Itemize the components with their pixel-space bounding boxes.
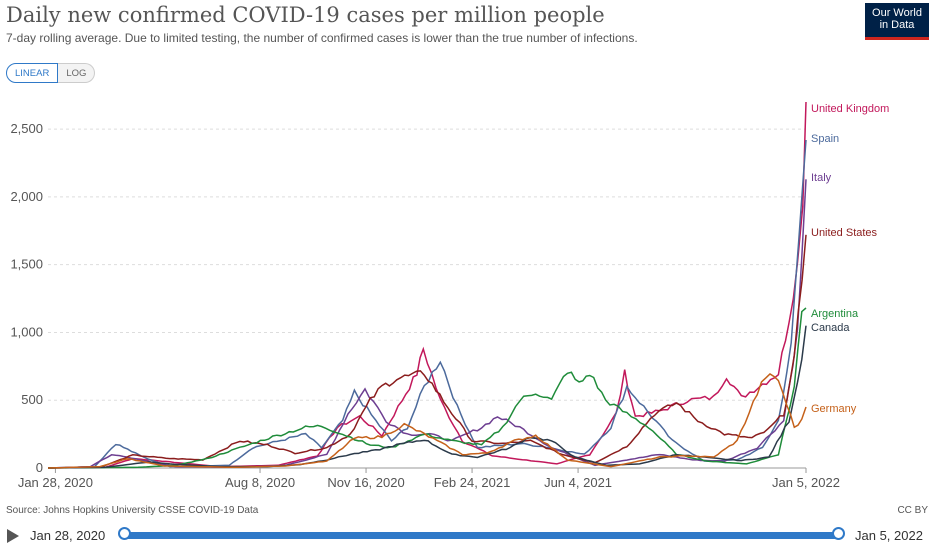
- source-note: Source: Johns Hopkins University CSSE CO…: [6, 505, 259, 516]
- timeline-end-label: Jan 5, 2022: [855, 528, 923, 543]
- log-button[interactable]: LOG: [58, 63, 96, 83]
- y-tick-label: 2,500: [10, 121, 43, 136]
- license-label[interactable]: CC BY: [897, 505, 928, 516]
- y-tick-label: 0: [36, 460, 43, 475]
- y-tick-label: 1,500: [10, 257, 43, 272]
- y-tick-label: 500: [21, 392, 43, 407]
- x-tick-label: Jun 4, 2021: [544, 475, 612, 490]
- series-label: Italy: [811, 172, 832, 184]
- series-label: Canada: [811, 322, 850, 334]
- series-line-italy: [47, 179, 807, 469]
- logo-line-2: in Data: [879, 19, 915, 31]
- series-line-united-states: [47, 234, 807, 469]
- series-line-spain: [47, 139, 807, 469]
- series-label: United States: [811, 227, 878, 239]
- line-chart: 0 500 1,000 1,500 2,000 2,500 Jan 28, 2020 Aug…: [10, 101, 889, 490]
- x-tick-label: Aug 8, 2020: [225, 475, 295, 490]
- timeline-track[interactable]: [125, 532, 838, 539]
- timeline-start-label: Jan 28, 2020: [30, 528, 106, 543]
- y-tick-label: 1,000: [10, 324, 43, 339]
- x-tick-label: Feb 24, 2021: [434, 475, 511, 490]
- series-label: United Kingdom: [811, 103, 889, 115]
- timeline-start-handle[interactable]: [118, 527, 131, 540]
- x-tick-label: Jan 5, 2022: [772, 475, 840, 490]
- series-label: Germany: [811, 403, 857, 415]
- series-line-germany: [47, 373, 807, 469]
- series-line-canada: [48, 325, 807, 469]
- linear-button[interactable]: LINEAR: [6, 63, 59, 83]
- x-tick-label: Nov 16, 2020: [327, 475, 404, 490]
- series-label: Argentina: [811, 308, 859, 320]
- scale-toggle: LINEAR LOG: [6, 63, 96, 83]
- x-tick-label: Jan 28, 2020: [18, 475, 93, 490]
- series-line-united-kingdom: [48, 101, 807, 469]
- chart-title: Daily new confirmed COVID-19 cases per m…: [6, 3, 605, 27]
- chart-subtitle: 7-day rolling average. Due to limited te…: [6, 31, 638, 45]
- play-icon[interactable]: [7, 529, 19, 543]
- logo-line-1: Our World: [872, 7, 922, 19]
- series-label: Spain: [811, 133, 839, 145]
- owid-logo[interactable]: Our World in Data: [865, 3, 929, 40]
- y-tick-label: 2,000: [10, 189, 43, 204]
- timeline-end-handle[interactable]: [832, 527, 845, 540]
